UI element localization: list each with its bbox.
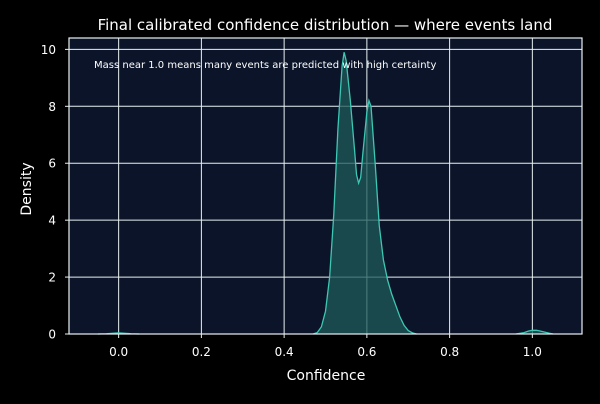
y-axis-label: Density	[19, 162, 35, 215]
x-tick-label: 0.6	[357, 345, 376, 359]
x-tick-label: 0.8	[440, 345, 459, 359]
density-area-2	[515, 330, 554, 334]
y-tick-label: 10	[41, 43, 56, 57]
y-tick-label: 0	[48, 328, 56, 342]
x-tick-label: 0.0	[109, 345, 128, 359]
y-tick-label: 8	[48, 100, 56, 114]
x-tick-label: 1.0	[523, 345, 542, 359]
x-tick-label: 0.4	[275, 345, 294, 359]
x-axis-label: Confidence	[287, 368, 366, 384]
chart-annotation: Mass near 1.0 means many events are pred…	[94, 60, 436, 71]
density-line-2	[515, 329, 554, 335]
y-tick-label: 4	[48, 214, 56, 228]
y-tick-label: 6	[48, 157, 56, 171]
plot-background	[69, 38, 582, 334]
axis-ticks: 0.0 0.2 0.4 0.6 0.8 1.0 0 2 4 6 8 10	[41, 43, 542, 359]
y-tick-label: 2	[48, 271, 56, 285]
plot-frame	[68, 37, 583, 335]
chart-title: Final calibrated confidence distribution…	[98, 16, 553, 34]
x-tick-label: 0.2	[192, 345, 211, 359]
density-line-1	[312, 52, 417, 335]
